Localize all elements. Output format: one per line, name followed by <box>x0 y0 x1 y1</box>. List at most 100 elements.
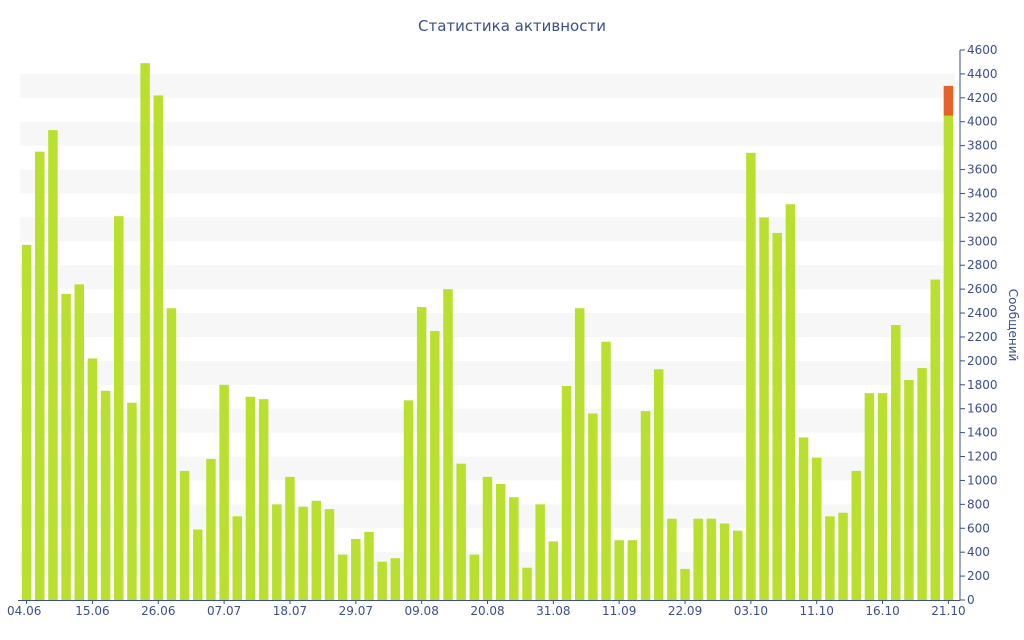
bar <box>627 540 638 600</box>
y-tick-label: 3200 <box>967 210 998 224</box>
bar <box>416 307 427 600</box>
bar <box>298 506 308 600</box>
bar <box>245 396 256 600</box>
bar <box>548 541 559 600</box>
bar <box>127 402 137 600</box>
bar <box>614 540 624 600</box>
bar <box>509 497 519 600</box>
y-tick-label: 600 <box>967 521 990 535</box>
y-tick-label: 1400 <box>967 426 998 440</box>
bar <box>811 457 822 600</box>
y-tick-label: 4400 <box>967 67 998 81</box>
bar <box>140 63 150 601</box>
bar <box>258 399 269 600</box>
grid-band <box>20 265 955 290</box>
bar <box>193 529 203 600</box>
bar <box>561 385 572 600</box>
y-tick-label: 1600 <box>967 402 998 416</box>
bar <box>693 518 703 600</box>
x-tick-label: 15.06 <box>75 604 109 618</box>
bar <box>74 284 85 600</box>
x-tick-label: 22.09 <box>668 604 702 618</box>
bar <box>166 308 177 600</box>
axes <box>18 50 961 601</box>
bar <box>798 437 809 600</box>
bar <box>640 411 651 600</box>
grid-band <box>20 73 955 98</box>
bar <box>430 330 440 600</box>
bar <box>35 151 45 600</box>
bar <box>324 509 335 600</box>
bar <box>680 568 690 600</box>
grid-band <box>20 217 955 242</box>
bar <box>482 476 493 600</box>
y-tick-label: 1000 <box>967 473 998 487</box>
bar <box>351 539 361 600</box>
bar <box>719 523 730 600</box>
grid-band <box>20 121 955 146</box>
y-tick-label: 1800 <box>967 378 998 392</box>
bar <box>87 358 98 600</box>
bar <box>601 341 611 600</box>
bar <box>759 217 769 601</box>
x-tick-label: 29.07 <box>339 604 373 618</box>
bars <box>21 63 954 601</box>
bar <box>825 516 835 600</box>
bar <box>522 567 532 600</box>
y-tick-label: 400 <box>967 545 990 559</box>
x-tick-label: 11.10 <box>800 604 834 618</box>
y-tick-label: 2400 <box>967 306 998 320</box>
bar <box>337 554 348 600</box>
bar-highlight-segment <box>943 85 954 116</box>
y-ticks: 0 200 400 600 800 1000 1200 1400 1600 1800 2000 220… <box>960 43 998 607</box>
bar <box>377 561 387 600</box>
x-tick-label: 11.09 <box>602 604 636 618</box>
y-tick-label: 4600 <box>967 43 998 57</box>
x-tick-label: 18.07 <box>273 604 307 618</box>
y-tick-label: 4000 <box>967 115 998 129</box>
x-tick-label: 09.08 <box>404 604 438 618</box>
x-tick-label: 16.10 <box>865 604 899 618</box>
y-axis-title: Сообщений <box>1006 289 1020 362</box>
y-tick-label: 4200 <box>967 91 998 105</box>
y-tick-label: 2800 <box>967 258 998 272</box>
bar <box>653 369 664 600</box>
y-tick-label: 2200 <box>967 330 998 344</box>
bar <box>706 518 717 600</box>
grid-bands <box>20 73 955 577</box>
bar <box>785 204 796 600</box>
bar <box>232 516 243 600</box>
grid-band <box>20 169 955 194</box>
bar <box>772 232 782 600</box>
x-tick-label: 31.08 <box>536 604 570 618</box>
bar <box>890 325 901 600</box>
y-tick-label: 3400 <box>967 186 998 200</box>
y-tick-label: 3000 <box>967 234 998 248</box>
y-tick-label: 800 <box>967 497 990 511</box>
bar <box>904 380 914 600</box>
bar <box>153 95 164 600</box>
bar <box>21 244 32 601</box>
x-tick-label: 26.06 <box>141 604 175 618</box>
x-tick-label: 03.10 <box>734 604 768 618</box>
bar <box>574 308 585 600</box>
bar <box>495 484 506 600</box>
grid-band <box>20 313 955 337</box>
bar <box>943 115 954 601</box>
bar <box>219 384 229 600</box>
bar <box>390 558 401 600</box>
bar <box>456 463 466 600</box>
bar <box>930 279 940 600</box>
bar <box>864 393 875 600</box>
y-tick-label: 3600 <box>967 163 998 177</box>
bar <box>100 390 111 600</box>
y-tick-label: 2600 <box>967 282 998 296</box>
bar <box>206 458 216 600</box>
bar <box>364 531 374 600</box>
bar <box>61 293 71 600</box>
chart-title: Статистика активности <box>418 17 606 35</box>
y-tick-label: 3800 <box>967 139 998 153</box>
bar <box>838 512 848 600</box>
